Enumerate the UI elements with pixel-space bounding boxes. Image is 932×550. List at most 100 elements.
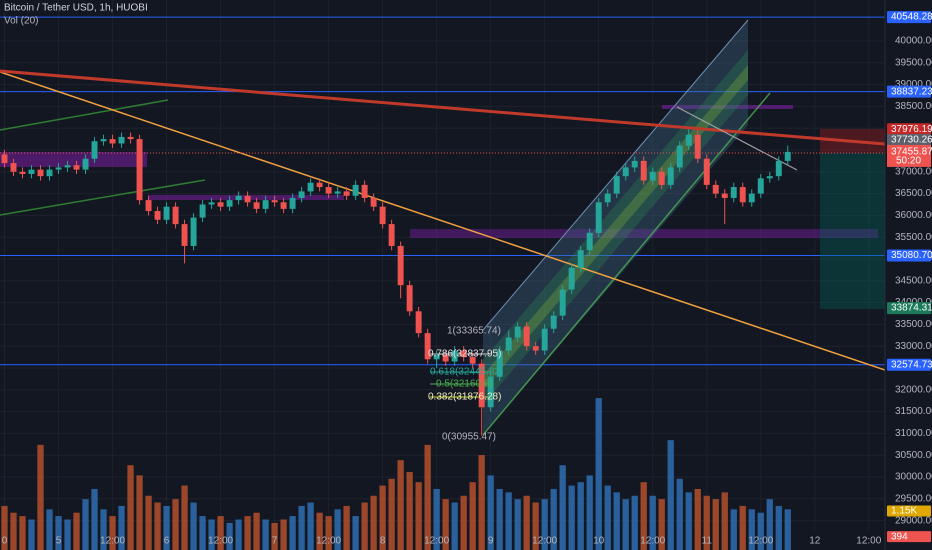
- x-tick-label: 12:00: [640, 536, 665, 547]
- volume-bar: [145, 495, 152, 550]
- volume-bar: [460, 495, 467, 550]
- candle-body: [1, 154, 8, 164]
- y-tick-label: 39000.00: [895, 79, 932, 90]
- candle-body: [496, 350, 503, 377]
- volume-bar: [388, 478, 395, 550]
- volume-bar: [19, 516, 26, 550]
- last-price-tag: [887, 144, 931, 167]
- candle-body: [478, 363, 485, 408]
- volume-bar: [469, 482, 476, 550]
- volume-bar: [181, 485, 188, 550]
- candle-body: [343, 191, 350, 196]
- candle-body: [712, 184, 719, 194]
- y-tick-label: 37000.00: [895, 166, 932, 177]
- volume-bar: [226, 522, 233, 550]
- fib-label: 0.382(31876.28): [428, 392, 501, 403]
- channel-edge: [482, 92, 771, 436]
- candle-body: [424, 333, 431, 360]
- countdown: 50:20: [896, 156, 921, 167]
- candle-body: [253, 202, 260, 209]
- price-tag: [887, 249, 931, 262]
- y-tick-label: 34500.00: [895, 275, 932, 286]
- volume-bar: [190, 502, 197, 550]
- volume-bar: [307, 502, 314, 550]
- y-tick-label: 30500.00: [895, 450, 932, 461]
- volume-bar: [55, 516, 62, 550]
- candle-body: [325, 187, 332, 194]
- candle-body: [127, 136, 134, 140]
- candle-body: [19, 171, 26, 174]
- candle-body: [757, 178, 764, 194]
- volume-bar: [289, 516, 296, 550]
- trend-line: [0, 71, 885, 371]
- candle-body: [298, 191, 305, 198]
- price-tag: [887, 11, 931, 24]
- volume-bar: [100, 509, 107, 550]
- candle-body: [280, 202, 287, 209]
- y-tick-label: 36000.00: [895, 210, 932, 221]
- volume-bar: [1, 505, 8, 550]
- x-tick-label: 7: [272, 536, 278, 547]
- volume-bar: [424, 444, 431, 550]
- volume-title: Vol (20): [4, 16, 38, 27]
- volume-bar: [244, 516, 251, 550]
- fib-label: 1(33365.74): [447, 326, 501, 337]
- volume-bar: [784, 509, 791, 550]
- candle-body: [64, 165, 71, 168]
- x-tick-label: 6: [164, 536, 170, 547]
- volume-bar: [757, 512, 764, 550]
- candle-body: [631, 160, 638, 168]
- volume-bar: [406, 472, 413, 550]
- candle-body: [28, 169, 35, 174]
- volume-bar: [730, 509, 737, 550]
- volume-bar: [154, 502, 161, 550]
- candle-body: [307, 182, 314, 192]
- candle-body: [784, 151, 791, 161]
- volume-bar: [442, 499, 449, 550]
- fib-label: 0(30955.47): [442, 432, 496, 443]
- candle-body: [685, 134, 692, 146]
- candle-body: [397, 245, 404, 286]
- zone: [662, 105, 793, 109]
- volume-bar: [208, 519, 215, 550]
- candle-body: [766, 176, 773, 179]
- volume-bar: [370, 495, 377, 550]
- volume-bar: [649, 495, 656, 550]
- x-tick-label: 5: [56, 536, 62, 547]
- volume-bar: [532, 502, 539, 550]
- volume-bar: [739, 505, 746, 550]
- y-tick-label: 30000.00: [895, 472, 932, 483]
- x-tick-label: 12:00: [316, 536, 341, 547]
- volume-bar: [10, 512, 17, 550]
- volume-bar: [676, 478, 683, 550]
- candle-body: [190, 217, 197, 246]
- price-tag: [887, 302, 931, 315]
- volume-bar: [451, 502, 458, 550]
- candle-body: [37, 169, 44, 177]
- price-tag-label: 394: [891, 531, 908, 542]
- candle-body: [595, 202, 602, 233]
- candle-body: [658, 171, 665, 185]
- candle-body: [172, 206, 179, 225]
- y-tick-label: 36500.00: [895, 188, 932, 199]
- volume-bar: [361, 502, 368, 550]
- volume-bar: [496, 488, 503, 550]
- candle-body: [226, 200, 233, 207]
- candle-body: [316, 182, 323, 188]
- candle-body: [91, 141, 98, 159]
- volume-bar: [334, 509, 341, 550]
- price-tag-label: 38837.23: [891, 86, 932, 97]
- candle-body: [109, 139, 116, 144]
- candle-body: [622, 167, 629, 177]
- volume-bar: [46, 509, 53, 550]
- target-zone: [820, 153, 885, 309]
- candle-body: [208, 202, 215, 205]
- x-tick-label: 12:00: [208, 536, 233, 547]
- volume-bar: [712, 499, 719, 550]
- price-tag: [887, 133, 931, 146]
- candle-body: [145, 200, 152, 212]
- volume-bar: [577, 482, 584, 550]
- candle-body: [217, 202, 224, 207]
- volume-bar: [640, 482, 647, 550]
- volume-bar: [217, 516, 224, 550]
